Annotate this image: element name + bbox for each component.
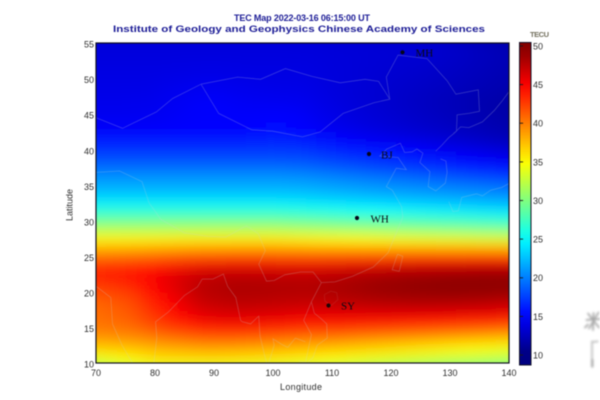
svg-text:Longitude: Longitude (280, 382, 322, 392)
svg-text:MH: MH (416, 48, 434, 60)
svg-text:80: 80 (150, 368, 160, 378)
svg-text:45: 45 (84, 111, 94, 121)
svg-text:100: 100 (265, 368, 280, 378)
svg-text:Latitude: Latitude (65, 189, 75, 221)
svg-text:35: 35 (533, 157, 543, 167)
svg-text:70: 70 (91, 368, 101, 378)
svg-text:45: 45 (533, 80, 543, 90)
svg-text:WH: WH (371, 214, 389, 226)
svg-text:TECU: TECU (530, 30, 549, 39)
svg-text:90: 90 (209, 368, 219, 378)
svg-text:50: 50 (533, 41, 543, 51)
svg-text:BJ: BJ (381, 150, 393, 162)
svg-text:30: 30 (84, 217, 94, 227)
svg-text:50: 50 (84, 75, 94, 85)
svg-text:35: 35 (84, 182, 94, 192)
svg-text:40: 40 (533, 119, 543, 129)
svg-text:10: 10 (533, 350, 543, 360)
svg-text:Institute of Geology and Geoph: Institute of Geology and Geophysics Chin… (113, 24, 485, 34)
svg-text:25: 25 (84, 253, 94, 263)
svg-text:15: 15 (533, 312, 543, 322)
svg-text:20: 20 (533, 273, 543, 283)
svg-text:130: 130 (442, 368, 457, 378)
svg-text:55: 55 (84, 40, 94, 50)
svg-text:TEC Map 2022-03-16 06:15:00 UT: TEC Map 2022-03-16 06:15:00 UT (234, 13, 371, 23)
svg-text:20: 20 (84, 289, 94, 299)
svg-text:15: 15 (84, 324, 94, 334)
svg-text:10: 10 (84, 360, 94, 370)
svg-text:SY: SY (341, 301, 355, 313)
svg-text:40: 40 (84, 146, 94, 156)
svg-text:25: 25 (533, 235, 543, 245)
svg-text:120: 120 (383, 368, 398, 378)
svg-text:30: 30 (533, 196, 543, 206)
svg-text:140: 140 (501, 368, 516, 378)
svg-text:110: 110 (325, 368, 339, 378)
